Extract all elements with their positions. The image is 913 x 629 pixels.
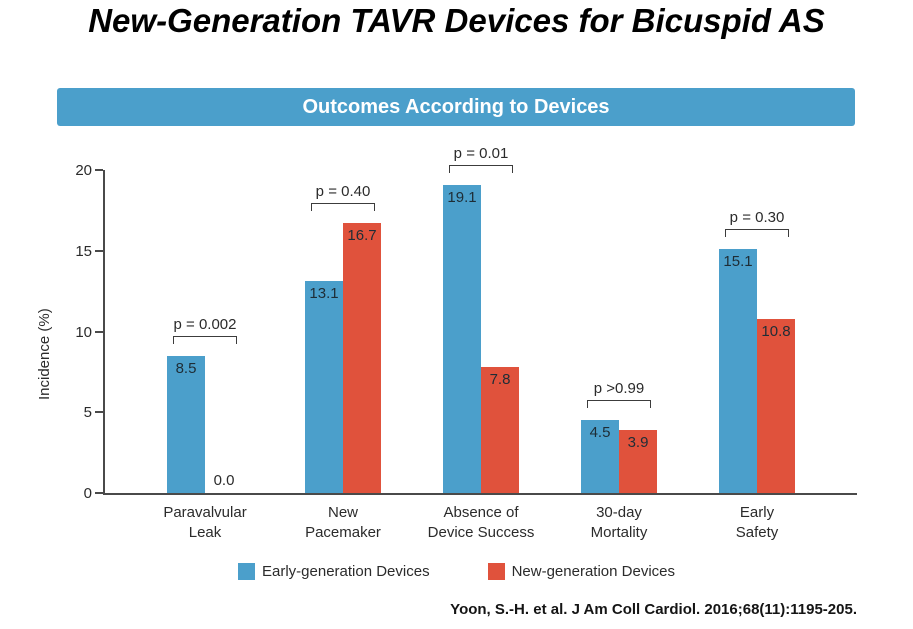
y-tick-label: 20 <box>75 162 92 179</box>
p-value-label: p >0.99 <box>593 380 645 398</box>
category-label-line: Mortality <box>590 523 648 541</box>
p-value-bracket <box>449 164 513 173</box>
category-label: 30-day Mortality <box>591 503 648 542</box>
p-value-label: p = 0.002 <box>173 315 237 333</box>
bar: 7.8 <box>481 367 519 493</box>
y-tick-label: 15 <box>75 242 92 260</box>
category-label-line: Paravalvular <box>163 504 247 521</box>
chart-title-banner: Outcomes According to Devices <box>57 88 855 126</box>
category-label: Early Safety <box>736 503 779 542</box>
bar: 4.5 <box>581 420 619 493</box>
p-value-bracket <box>725 229 789 238</box>
bar-group: 13.1 16.7 p = 0.40 New Pacemaker <box>305 170 381 541</box>
bar-group: 4.5 3.9 p >0.99 30-day Mortality <box>581 170 657 541</box>
bar: 15.1 <box>719 249 757 493</box>
legend-label: New-generation Devices <box>511 563 675 580</box>
p-value-bracket <box>311 203 375 212</box>
y-tick-label: 10 <box>75 323 92 341</box>
bar-value-label: 15.1 <box>723 253 753 271</box>
legend-swatch <box>487 563 505 580</box>
bar-value-label: 16.7 <box>347 227 377 245</box>
y-tick-mark <box>95 492 103 494</box>
bar-value-label: 8.5 <box>175 359 197 377</box>
bar-groups: 8.5 0.0 p = 0.002 Paravalvular Leak 13.1 16.7 p… <box>105 145 857 541</box>
bar-value-label: 3.9 <box>627 434 649 452</box>
category-label-line: 30-day <box>596 504 642 521</box>
bar: 8.5 <box>167 355 205 493</box>
y-tick-mark <box>95 169 103 171</box>
y-tick-mark <box>95 411 103 414</box>
legend-item: Early-generation Devices <box>238 563 430 580</box>
y-tick-mark <box>95 330 103 333</box>
p-value-label: p = 0.01 <box>453 144 509 162</box>
category-label: New Pacemaker <box>305 503 381 542</box>
bar: 10.8 <box>757 318 795 493</box>
legend-label: Early-generation Devices <box>262 563 430 580</box>
category-label: Absence of Device Success <box>428 503 535 542</box>
citation: Yoon, S.-H. et al. J Am Coll Cardiol. 20… <box>450 601 857 618</box>
bar-group: 15.1 10.8 p = 0.30 Early Safety <box>719 170 795 541</box>
category-label-line: Safety <box>735 523 779 541</box>
category-label-line: Absence of <box>443 504 519 521</box>
y-tick-label: 5 <box>83 404 92 422</box>
bar: 19.1 <box>443 184 481 493</box>
bar: 13.1 <box>305 281 343 493</box>
bar-value-label: 0.0 <box>213 472 235 489</box>
chart-title: Outcomes According to Devices <box>302 95 610 118</box>
bar-value-label: 19.1 <box>447 188 477 206</box>
category-label-line: New <box>327 504 358 521</box>
p-value-label: p = 0.30 <box>729 209 785 227</box>
category-label-line: Device Success <box>427 523 535 541</box>
p-value-bracket <box>587 400 651 409</box>
bar-value-label: 10.8 <box>761 322 791 340</box>
category-label: Paravalvular Leak <box>163 503 246 542</box>
chart-legend: Early-generation Devices New-generation D… <box>0 563 913 580</box>
y-axis-label: Incidence (%) <box>36 308 53 400</box>
bar-value-label: 13.1 <box>309 285 339 303</box>
bar-group: 8.5 0.0 p = 0.002 Paravalvular Leak <box>163 170 246 541</box>
p-value-label: p = 0.40 <box>315 183 371 201</box>
legend-item: New-generation Devices <box>487 563 675 580</box>
bar-value-label: 7.8 <box>489 371 511 389</box>
y-tick-mark <box>95 249 103 252</box>
bar: 3.9 <box>619 430 657 493</box>
legend-swatch <box>238 563 255 580</box>
bar: 16.7 <box>343 223 381 493</box>
category-label-line: Pacemaker <box>305 523 381 541</box>
bar-value-label: 4.5 <box>589 424 611 442</box>
p-value-bracket <box>173 335 237 344</box>
plot-area: 8.5 0.0 p = 0.002 Paravalvular Leak 13.1 16.7 p… <box>75 145 857 541</box>
category-label-line: Leak <box>188 523 222 541</box>
category-label-line: Early <box>739 504 775 521</box>
page-title: New-Generation TAVR Devices for Bicuspid… <box>88 2 825 39</box>
y-tick-label: 0 <box>83 485 92 502</box>
bar-group: 19.1 7.8 p = 0.01 Absence of Device Success <box>428 145 535 541</box>
